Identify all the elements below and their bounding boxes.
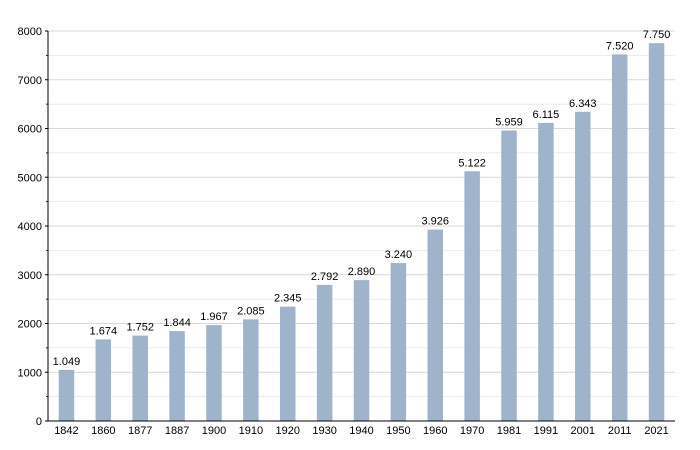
x-tick-label: 2011 xyxy=(608,425,632,437)
x-tick-label: 1950 xyxy=(386,425,410,437)
y-tick-label: 0 xyxy=(36,416,42,428)
gridlines xyxy=(48,30,675,397)
x-tick-label: 1910 xyxy=(239,425,263,437)
x-tick-label: 1960 xyxy=(423,425,447,437)
bar xyxy=(611,54,628,422)
bar-value-label: 1.967 xyxy=(200,311,228,323)
bar xyxy=(575,111,591,421)
bar-value-label: 7.750 xyxy=(643,29,671,41)
bar-value-label: 2.792 xyxy=(311,271,339,283)
bar-value-label: 5.959 xyxy=(495,116,523,128)
bar xyxy=(353,280,370,421)
bar-value-label: 1.049 xyxy=(53,356,81,368)
y-tick-label: 1000 xyxy=(18,367,42,379)
bar-value-label: 3.240 xyxy=(385,249,413,261)
bar-value-label: 1.674 xyxy=(90,325,118,337)
bar-value-label: 7.520 xyxy=(606,40,634,52)
y-tick-label: 5000 xyxy=(18,172,42,184)
bar xyxy=(169,331,185,421)
bar xyxy=(464,171,480,421)
x-tick-label: 1920 xyxy=(275,425,299,437)
bar-value-label: 3.926 xyxy=(421,216,449,228)
bar xyxy=(538,122,554,422)
bars xyxy=(58,43,665,422)
bar xyxy=(279,306,296,421)
bar-value-label: 2.345 xyxy=(274,293,302,305)
bar xyxy=(501,130,517,421)
y-tick-label: 7000 xyxy=(18,75,42,87)
bar xyxy=(427,229,444,421)
bar xyxy=(243,319,259,421)
bar-value-label: 6.343 xyxy=(569,98,597,110)
x-tick-label: 2001 xyxy=(571,425,595,437)
y-tick-label: 6000 xyxy=(18,124,42,136)
x-tick-label: 1877 xyxy=(128,425,152,437)
bar xyxy=(132,335,148,421)
bar-value-label: 6.115 xyxy=(533,109,560,121)
bar-value-label: 2.085 xyxy=(237,305,265,317)
x-tick-label: 1900 xyxy=(202,425,226,437)
bar-value-label: 5.122 xyxy=(458,157,486,169)
bar xyxy=(316,284,333,421)
x-tick-label: 1860 xyxy=(91,425,115,437)
y-tick-label: 8000 xyxy=(18,26,42,38)
y-tick-label: 4000 xyxy=(18,221,42,233)
y-tick-label: 2000 xyxy=(18,319,42,331)
y-tick-label: 3000 xyxy=(18,270,42,282)
x-tick-label: 1842 xyxy=(54,425,78,437)
bar xyxy=(58,369,75,421)
axes: 0 1000 2000 3000 4000 5000 6000 7000 8000 1842 186… xyxy=(18,26,675,437)
bar xyxy=(648,43,665,421)
x-tick-label: 1981 xyxy=(497,425,521,437)
bar-value-label: 1.844 xyxy=(163,317,191,329)
bar xyxy=(95,339,112,421)
bar xyxy=(206,325,222,421)
x-tick-label: 1887 xyxy=(165,425,189,437)
x-tick-label: 1970 xyxy=(460,425,484,437)
x-tick-label: 1940 xyxy=(349,425,373,437)
data-labels: 1.049 1.674 1.752 1.844 1.967 2.085 2.345 2.792… xyxy=(53,29,671,368)
bar xyxy=(390,263,407,421)
x-tick-label: 1930 xyxy=(312,425,336,437)
x-tick-label: 2021 xyxy=(644,425,668,437)
x-tick-label: 1991 xyxy=(534,425,558,437)
bar-value-label: 2.890 xyxy=(348,266,376,278)
bar-value-label: 1.752 xyxy=(126,322,154,334)
